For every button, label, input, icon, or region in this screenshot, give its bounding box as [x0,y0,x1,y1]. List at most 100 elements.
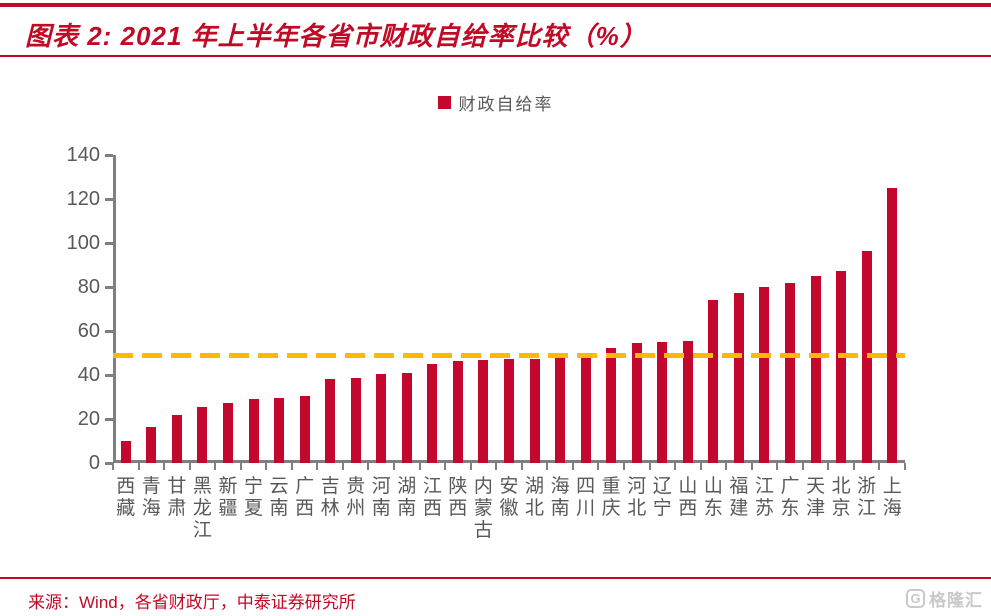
y-axis-label: 0 [88,452,100,474]
x-axis-label: 江西 [422,476,442,519]
bar [836,270,847,463]
source-note: 来源：Wind，各省财政厅，中泰证券研究所 [28,593,356,612]
bar [146,426,157,463]
legend: 财政自给率 [0,90,991,115]
bar [555,355,566,463]
x-axis-tick [393,463,396,470]
x-axis-tick [112,463,114,470]
x-axis-label: 吉林 [320,476,340,519]
legend-label: 财政自给率 [458,95,554,114]
x-axis-tick [878,463,881,470]
x-axis-tick [367,463,370,470]
bar [427,364,438,463]
x-axis-label: 甘肃 [167,476,187,519]
watermark-text: 格隆汇 [929,591,983,610]
x-axis-tick [469,463,472,470]
x-axis-label: 青海 [141,476,161,519]
x-axis-tick [239,463,242,470]
x-axis-tick [597,463,600,470]
x-axis-tick [852,463,855,470]
x-axis-tick [750,463,753,470]
y-axis-tick [105,198,113,201]
bar [580,353,591,463]
bar [248,399,259,463]
x-axis-tick [699,463,702,470]
x-axis-tick [801,463,804,470]
bar [606,347,617,463]
x-axis-label: 福建 [729,476,749,519]
bar [325,379,336,463]
x-axis-label: 辽宁 [652,476,672,519]
bar [529,358,540,463]
y-axis-tick [105,462,113,465]
y-axis-tick [105,374,113,377]
x-axis-tick [188,463,191,470]
y-axis-label: 140 [66,144,100,166]
x-axis-tick [137,463,140,470]
bar [708,300,719,463]
bar [887,188,898,463]
x-axis-label: 贵州 [346,476,366,519]
reference-line [113,353,905,359]
x-axis-tick [495,463,498,470]
x-axis-label: 河北 [627,476,647,519]
x-axis-tick [827,463,830,470]
x-axis-label: 陕西 [448,476,468,519]
y-axis-label: 60 [77,320,100,342]
x-axis-tick [776,463,779,470]
x-axis-tick [341,463,344,470]
x-axis-label: 广西 [295,476,315,519]
bar [222,402,233,463]
x-axis-label: 安徽 [499,476,519,519]
x-axis-label: 宁夏 [244,476,264,519]
x-axis-label: 云南 [269,476,289,519]
x-axis-label: 四川 [576,476,596,519]
bar [376,373,387,463]
x-axis-tick [904,463,906,470]
x-axis-label: 河南 [371,476,391,519]
x-axis-label: 天津 [806,476,826,519]
x-axis-label: 广东 [780,476,800,519]
x-axis-label: 上海 [882,476,902,519]
x-axis-label: 内蒙古 [473,476,493,541]
y-axis-label: 100 [66,232,100,254]
bar [197,406,208,463]
bar [810,276,821,463]
x-axis-label: 重庆 [601,476,621,519]
bar [657,342,668,463]
y-axis-label: 120 [66,188,100,210]
x-axis-label: 黑龙江 [192,476,212,541]
bar [682,340,693,463]
y-axis-tick [105,242,113,245]
x-axis-tick [265,463,268,470]
legend-swatch-icon [437,96,451,109]
x-axis-label: 西藏 [116,476,136,519]
x-axis-tick [418,463,421,470]
x-axis-tick [290,463,293,470]
watermark: G 格隆汇 [906,586,983,611]
x-axis-tick [163,463,166,470]
x-axis-tick [214,463,217,470]
bar [299,395,310,463]
x-axis-label: 江苏 [754,476,774,519]
bar [631,343,642,463]
bar [120,441,131,463]
title-rule [0,55,991,57]
y-axis-tick [105,330,113,333]
x-axis-tick [725,463,728,470]
footer-rule [0,577,991,579]
x-axis-tick [316,463,319,470]
y-axis-tick [105,154,113,157]
top-rule [0,3,991,7]
x-axis-tick [622,463,625,470]
page-title: 图表 2: 2021 年上半年各省市财政自给率比较（%） [25,21,647,51]
x-axis-label: 山西 [678,476,698,519]
x-axis-label: 新疆 [218,476,238,519]
x-axis-label: 北京 [831,476,851,519]
x-axis-tick [571,463,574,470]
y-axis-label: 80 [77,276,100,298]
gelonghui-logo-icon: G [906,589,925,608]
x-axis-label: 山东 [703,476,723,519]
bar [504,358,514,463]
